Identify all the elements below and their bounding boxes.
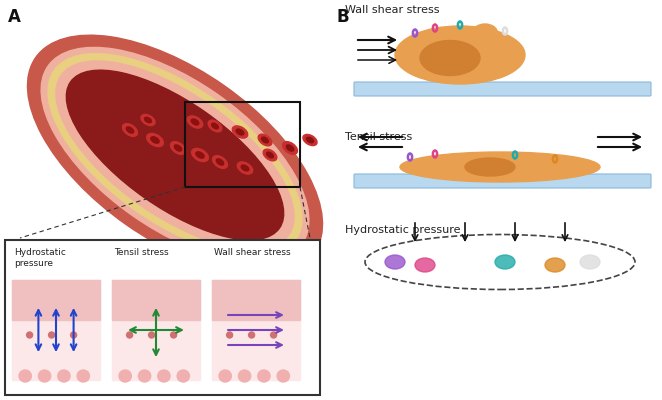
Ellipse shape <box>58 370 70 382</box>
Ellipse shape <box>283 142 297 154</box>
Bar <box>12 280 100 380</box>
Ellipse shape <box>420 40 480 76</box>
Circle shape <box>271 332 277 338</box>
Ellipse shape <box>212 123 218 129</box>
FancyBboxPatch shape <box>354 82 651 96</box>
Ellipse shape <box>138 370 151 382</box>
Text: Wall shear stress: Wall shear stress <box>345 5 440 15</box>
Ellipse shape <box>267 152 273 158</box>
Circle shape <box>148 332 155 338</box>
Ellipse shape <box>258 370 270 382</box>
Ellipse shape <box>77 370 89 382</box>
Ellipse shape <box>171 142 185 154</box>
Ellipse shape <box>126 127 134 133</box>
Ellipse shape <box>216 159 224 165</box>
Ellipse shape <box>208 120 222 132</box>
Text: Tensil stress: Tensil stress <box>114 248 169 257</box>
Ellipse shape <box>174 145 181 151</box>
Ellipse shape <box>158 370 170 382</box>
Ellipse shape <box>187 116 203 128</box>
Circle shape <box>26 332 32 338</box>
Circle shape <box>126 332 132 338</box>
Ellipse shape <box>38 370 51 382</box>
Bar <box>112 280 200 380</box>
Text: Wall shear stress: Wall shear stress <box>214 248 291 257</box>
Bar <box>112 280 200 320</box>
Text: Hydrostatic
pressure: Hydrostatic pressure <box>14 248 66 268</box>
Bar <box>212 280 300 320</box>
Ellipse shape <box>56 61 294 249</box>
Text: A: A <box>8 8 21 26</box>
Ellipse shape <box>580 255 600 269</box>
Ellipse shape <box>119 370 131 382</box>
Ellipse shape <box>232 126 248 138</box>
Ellipse shape <box>177 370 189 382</box>
Ellipse shape <box>545 258 565 272</box>
Ellipse shape <box>144 117 152 123</box>
Circle shape <box>48 332 54 338</box>
Text: Tensil stress: Tensil stress <box>345 132 412 142</box>
Circle shape <box>171 332 177 338</box>
Bar <box>12 280 100 320</box>
Ellipse shape <box>213 156 228 168</box>
Ellipse shape <box>303 134 317 146</box>
Ellipse shape <box>473 24 498 42</box>
Circle shape <box>71 332 77 338</box>
Ellipse shape <box>122 124 138 136</box>
Ellipse shape <box>495 255 515 269</box>
Circle shape <box>226 332 232 338</box>
Ellipse shape <box>395 26 525 84</box>
Ellipse shape <box>236 129 244 135</box>
FancyBboxPatch shape <box>354 174 651 188</box>
Ellipse shape <box>277 370 289 382</box>
Ellipse shape <box>465 158 515 176</box>
Ellipse shape <box>192 148 209 162</box>
Ellipse shape <box>385 255 405 269</box>
Ellipse shape <box>147 133 164 147</box>
Ellipse shape <box>307 137 314 143</box>
Ellipse shape <box>237 162 253 174</box>
Ellipse shape <box>261 137 268 143</box>
Bar <box>5 240 320 395</box>
Bar <box>185 102 300 187</box>
Ellipse shape <box>66 70 284 240</box>
Text: B: B <box>337 8 350 26</box>
Ellipse shape <box>238 370 251 382</box>
Ellipse shape <box>48 54 302 256</box>
Ellipse shape <box>27 35 322 275</box>
Ellipse shape <box>191 119 199 125</box>
Ellipse shape <box>141 114 155 126</box>
Ellipse shape <box>151 137 159 143</box>
Circle shape <box>249 332 255 338</box>
Ellipse shape <box>258 134 272 146</box>
Ellipse shape <box>241 165 249 171</box>
Ellipse shape <box>415 258 435 272</box>
Ellipse shape <box>19 370 31 382</box>
Bar <box>212 280 300 380</box>
Ellipse shape <box>400 152 600 182</box>
Ellipse shape <box>41 47 309 263</box>
Ellipse shape <box>263 149 277 161</box>
Ellipse shape <box>219 370 231 382</box>
Ellipse shape <box>196 152 204 158</box>
Ellipse shape <box>286 145 294 151</box>
Text: Hydrostatic pressure: Hydrostatic pressure <box>345 225 461 235</box>
